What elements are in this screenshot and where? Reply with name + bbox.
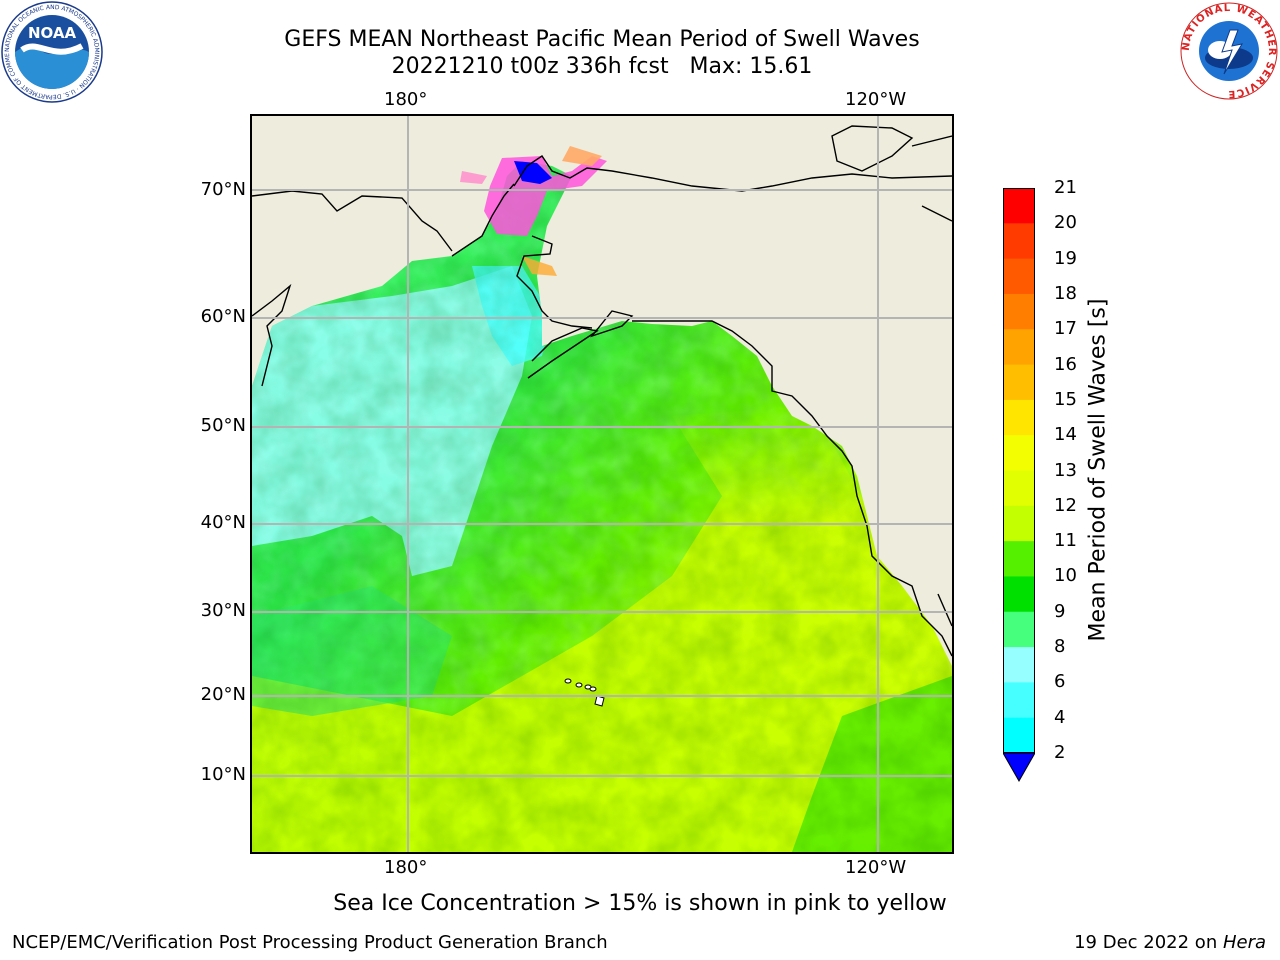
colorbar-segment [1003, 399, 1035, 436]
colorbar-tick-label: 19 [1054, 247, 1077, 269]
chart-title: GEFS MEAN Northeast Pacific Mean Period … [284, 27, 920, 52]
colorbar-segment [1003, 188, 1035, 224]
colorbar-segment [1003, 505, 1035, 542]
sea-ice-region [460, 146, 607, 276]
chart-subtitle: 20221210 t00z 336h fcst Max: 15.61 [391, 54, 813, 79]
coastlines [252, 125, 952, 657]
hawaii-islands [564, 678, 605, 707]
colorbar-segment [1003, 647, 1035, 683]
colorbar-tick-label: 13 [1054, 459, 1077, 481]
lat-label-60n: 60°N [200, 306, 246, 327]
colorbar [1003, 188, 1035, 783]
colorbar-segment [1003, 717, 1035, 754]
footer-date: 19 Dec 2022 on Hera [1074, 932, 1266, 953]
lat-label-30n: 30°N [200, 600, 246, 621]
colorbar-tick-label: 18 [1054, 282, 1077, 304]
colorbar-tick-label: 6 [1054, 671, 1066, 693]
colorbar-tick-label: 8 [1054, 636, 1066, 658]
footer-host: Hera [1222, 932, 1266, 953]
colorbar-tick-label: 17 [1054, 318, 1077, 340]
colorbar-segment [1003, 435, 1035, 471]
colorbar-tick-label: 14 [1054, 424, 1077, 446]
colorbar-segment [1003, 329, 1035, 366]
noaa-logo: NATIONAL OCEANIC AND ATMOSPHERIC ADMINIS… [0, 0, 103, 103]
colorbar-segment [1003, 682, 1035, 719]
colorbar-segment [1003, 364, 1035, 401]
lat-label-10n: 10°N [200, 764, 246, 785]
colorbar-segment [1003, 470, 1035, 507]
colorbar-tick-label: 9 [1054, 600, 1066, 622]
colorbar-segment [1003, 223, 1035, 260]
colorbar-segment [1003, 611, 1035, 648]
colorbar-tick-label: 15 [1054, 388, 1077, 410]
colorbar-tick-label: 20 [1054, 212, 1077, 234]
colorbar-tick-label: 2 [1054, 742, 1066, 763]
map-field [252, 116, 952, 852]
colorbar-tick-label: 4 [1054, 706, 1066, 728]
lat-label-20n: 20°N [200, 684, 246, 705]
sea-ice-note: Sea Ice Concentration > 15% is shown in … [333, 891, 947, 916]
lon-label-top-120w: 120°W [845, 89, 907, 110]
colorbar-segment [1003, 293, 1035, 330]
footer-date-text: 19 Dec 2022 on [1074, 932, 1223, 953]
lat-label-40n: 40°N [200, 512, 246, 533]
colorbar-tick-label: 21 [1054, 177, 1077, 198]
lon-label-bottom-120w: 120°W [845, 857, 907, 878]
colorbar-label: Mean Period of Swell Waves [s] [1085, 298, 1111, 642]
lat-label-50n: 50°N [200, 415, 246, 436]
colorbar-tick-label: 10 [1054, 565, 1077, 587]
colorbar-tick-label: 11 [1054, 530, 1077, 552]
lon-label-top-180: 180° [384, 89, 428, 110]
noaa-logo-text: NOAA [28, 24, 77, 42]
colorbar-segment [1003, 576, 1035, 613]
lon-label-bottom-180: 180° [384, 857, 428, 878]
map-panel [250, 114, 954, 854]
colorbar-tick-label: 12 [1054, 494, 1077, 516]
graticule [252, 116, 952, 852]
colorbar-segment [1003, 541, 1035, 577]
nws-logo: NATIONAL WEATHER SERVICE [1180, 2, 1278, 100]
footer-credit: NCEP/EMC/Verification Post Processing Pr… [12, 932, 608, 953]
colorbar-tick-label: 16 [1054, 353, 1077, 375]
lat-label-70n: 70°N [200, 179, 246, 200]
colorbar-segment [1003, 258, 1035, 295]
